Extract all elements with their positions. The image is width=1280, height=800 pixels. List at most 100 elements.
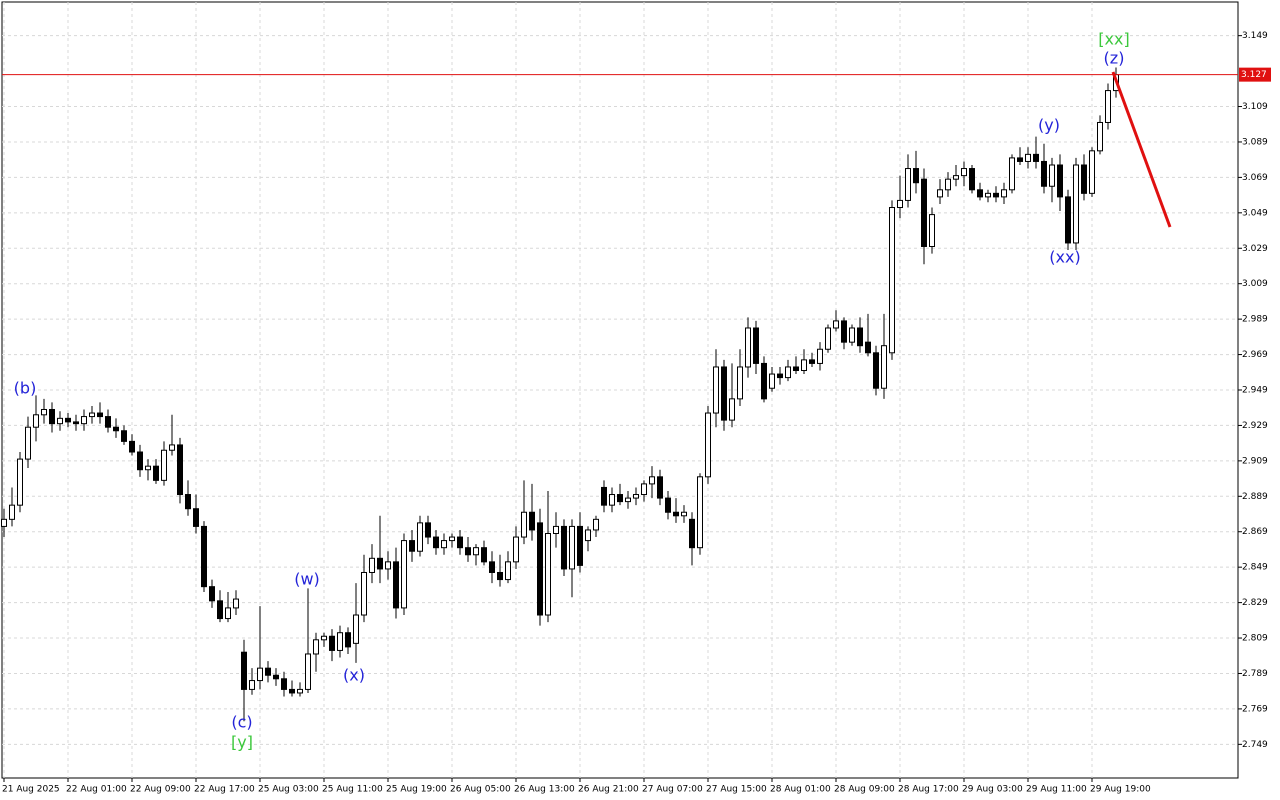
candle-body [673, 511, 679, 517]
candle-body [185, 494, 191, 510]
x-tick-label: 26 Aug 05:00 [450, 785, 511, 795]
candle-body [1041, 160, 1047, 187]
candle-body [593, 518, 599, 531]
candle-body [889, 207, 895, 354]
y-tick-label: 2.969 [1242, 350, 1268, 360]
candle-body [289, 688, 295, 694]
candle-body [441, 540, 447, 549]
candle-body [89, 412, 95, 418]
candle-body [417, 522, 423, 552]
candle-body [601, 486, 607, 506]
wave-label: (x) [343, 666, 365, 685]
candle-body [473, 547, 479, 556]
candle-body [169, 444, 175, 451]
wave-label: (w) [294, 570, 320, 589]
candle-body [857, 327, 863, 347]
candle-body [1097, 121, 1103, 152]
candle-body [961, 168, 967, 177]
x-tick-label: 22 Aug 09:00 [130, 785, 191, 795]
candle-body [937, 189, 943, 198]
candle-body [97, 412, 103, 418]
y-tick-label: 2.909 [1242, 456, 1268, 466]
candle-body [657, 476, 663, 499]
candle-body [801, 359, 807, 372]
candle-body [1057, 164, 1063, 198]
candle-body [273, 674, 279, 680]
candle-body [809, 359, 815, 364]
candle-body [281, 678, 287, 690]
candle-body [377, 557, 383, 570]
candle-body [689, 518, 695, 549]
candle-body [529, 511, 535, 531]
candle-body [713, 366, 719, 414]
candle-body [785, 366, 791, 379]
candle-body [697, 476, 703, 549]
candle-body [537, 522, 543, 616]
candle-body [569, 525, 575, 570]
candle-body [921, 178, 927, 247]
y-tick-label: 3.029 [1242, 244, 1268, 254]
candle-body [17, 458, 23, 506]
candle-body [209, 586, 215, 602]
candle-body [329, 635, 335, 651]
candle-body [505, 561, 511, 581]
candle-body [705, 412, 711, 478]
x-tick-label: 29 Aug 03:00 [962, 785, 1023, 795]
candle-body [65, 417, 71, 423]
candle-body [729, 398, 735, 421]
x-tick-label: 27 Aug 15:00 [706, 785, 767, 795]
y-tick-label: 2.749 [1242, 740, 1268, 750]
candle-body [393, 561, 399, 609]
y-tick-label: 3.069 [1242, 173, 1268, 183]
candle-body [129, 440, 135, 453]
y-tick-label: 2.829 [1242, 598, 1268, 608]
candle-body [1009, 157, 1015, 191]
candle-body [241, 651, 247, 690]
wave-label: (c) [231, 713, 252, 732]
candle-body [993, 192, 999, 198]
candle-body [385, 561, 391, 570]
candle-body [105, 416, 111, 428]
y-tick-label: 3.049 [1242, 208, 1268, 218]
candle-body [137, 451, 143, 471]
wave-label: (xx) [1049, 248, 1080, 267]
candle-body [1017, 157, 1023, 162]
candle-body [897, 199, 903, 209]
x-tick-label: 26 Aug 13:00 [514, 785, 575, 795]
candle-body [1065, 196, 1071, 244]
candle-body [1033, 153, 1039, 162]
candle-body [465, 547, 471, 556]
candle-body [225, 607, 231, 620]
y-tick-label: 2.949 [1242, 386, 1268, 396]
candle-body [865, 341, 871, 354]
y-tick-label: 3.109 [1242, 102, 1268, 112]
candle-body [1001, 189, 1007, 198]
candle-body [121, 430, 127, 442]
candle-body [489, 561, 495, 573]
candle-body [249, 680, 255, 690]
x-tick-label: 25 Aug 11:00 [322, 785, 383, 795]
candle-body [913, 168, 919, 184]
candle-body [361, 571, 367, 616]
candle-body [425, 522, 431, 538]
forecast-arrow [1111, 71, 1172, 228]
candle-body [1, 518, 7, 527]
y-tick-label: 2.929 [1242, 421, 1268, 431]
candle-body [641, 483, 647, 496]
candle-body [433, 536, 439, 549]
candle-body [545, 533, 551, 616]
candle-body [1081, 164, 1087, 194]
candle-body [777, 373, 783, 379]
y-tick-label: 3.009 [1242, 279, 1268, 289]
y-tick-label: 2.789 [1242, 669, 1268, 679]
candle-body [977, 189, 983, 198]
candle-body [161, 449, 167, 481]
candle-body [585, 529, 591, 542]
wave-label: (b) [14, 379, 37, 398]
y-tick-label: 2.889 [1242, 492, 1268, 502]
x-tick-label: 26 Aug 21:00 [578, 785, 639, 795]
candle-body [145, 465, 151, 471]
y-tick-label: 3.089 [1242, 137, 1268, 147]
candle-body [873, 352, 879, 389]
candle-body [177, 444, 183, 496]
